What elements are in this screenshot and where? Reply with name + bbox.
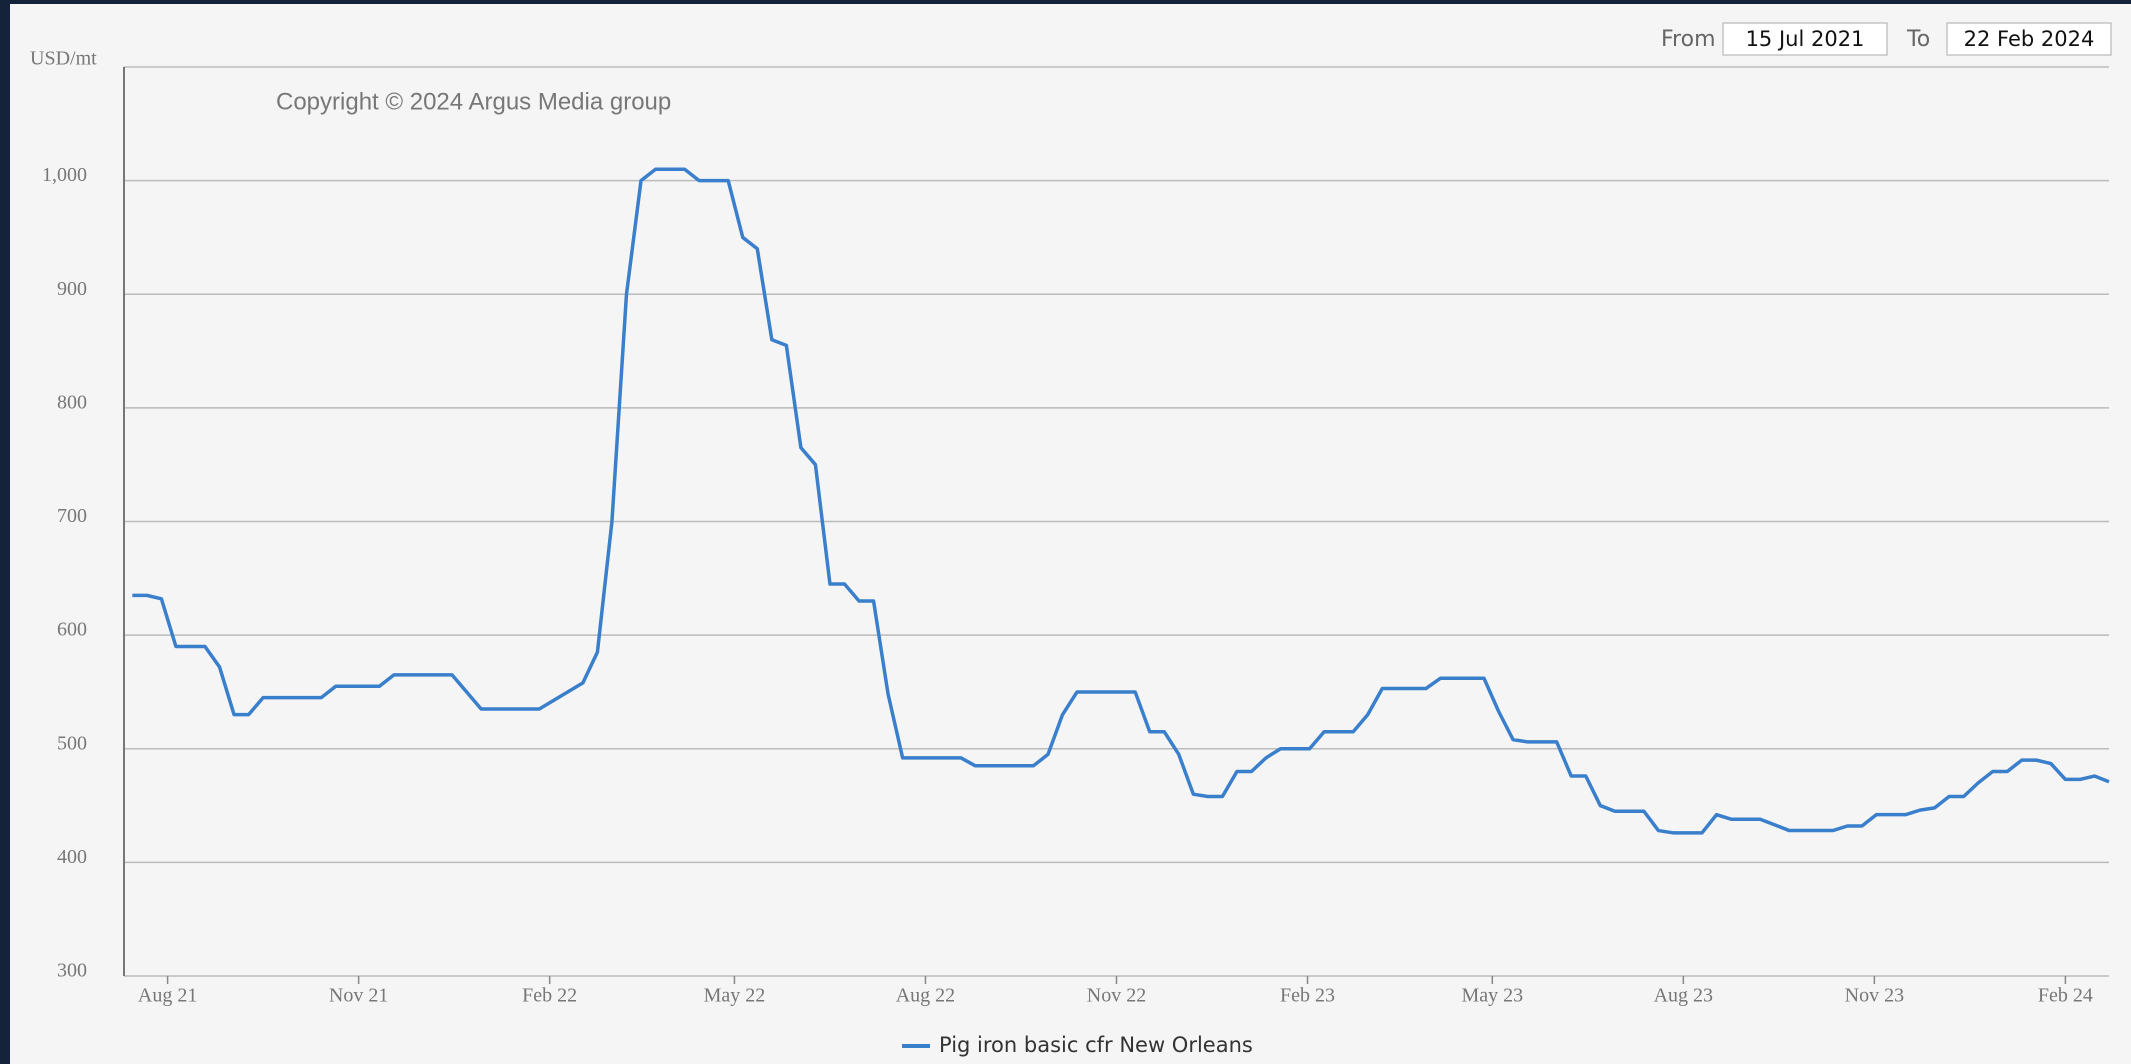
x-tick-label: Aug 23 (1654, 985, 1713, 1007)
x-tick-label: Aug 21 (138, 985, 197, 1007)
x-tick-label: Nov 21 (329, 985, 388, 1007)
x-tick-label: Nov 22 (1087, 985, 1146, 1007)
legend-label: Pig iron basic cfr New Orleans (939, 1033, 1253, 1057)
y-tick-label: 700 (57, 505, 87, 527)
y-tick-label: 600 (57, 619, 87, 641)
panel (10, 4, 2131, 1064)
x-tick-label: May 23 (1461, 985, 1523, 1007)
from-label: From (1661, 27, 1716, 52)
x-tick-label: Nov 23 (1845, 985, 1904, 1007)
line-series (132, 167, 2110, 835)
y-tick-label: 500 (57, 732, 87, 754)
from-value[interactable]: 15 Jul 2021 (1746, 27, 1865, 51)
y-tick-label: 800 (57, 391, 87, 413)
x-tick-label: Feb 24 (2038, 985, 2093, 1007)
y-tick-label: 900 (57, 278, 87, 300)
y-tick-label: 1,000 (42, 164, 87, 186)
x-tick-label: Feb 23 (1280, 985, 1335, 1007)
copyright: Copyright © 2024 Argus Media group (276, 88, 671, 115)
y-tick-label: 300 (57, 960, 87, 982)
to-label: To (1906, 27, 1930, 52)
y-axis-label: USD/mt (30, 48, 97, 70)
x-tick-label: Feb 22 (522, 985, 577, 1007)
x-tick-label: Aug 22 (896, 985, 955, 1007)
x-tick-label: May 22 (704, 985, 766, 1007)
from-input[interactable] (1722, 22, 1888, 56)
y-tick-label: 400 (57, 846, 87, 868)
to-input[interactable] (1946, 22, 2112, 56)
to-value[interactable]: 22 Feb 2024 (1964, 27, 2095, 51)
